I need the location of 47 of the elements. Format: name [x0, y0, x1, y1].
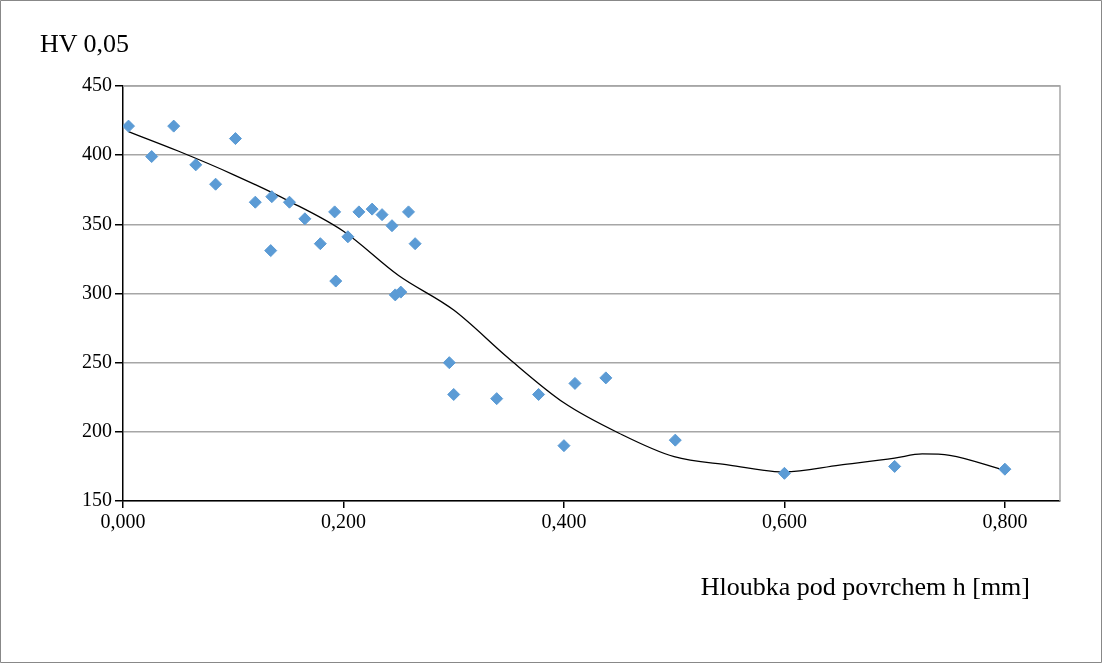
point	[145, 150, 159, 164]
point	[557, 439, 571, 453]
x-tick-label: 0,200	[320, 510, 366, 533]
point	[777, 466, 791, 480]
point	[568, 376, 582, 390]
point	[328, 205, 342, 219]
point	[385, 219, 399, 233]
y-tick-label: 150	[82, 488, 112, 511]
point	[490, 392, 504, 406]
point	[209, 177, 223, 191]
x-tick-label: 0,000	[100, 510, 146, 533]
point	[282, 195, 296, 209]
point	[248, 195, 262, 209]
point	[189, 158, 203, 172]
point	[228, 132, 242, 146]
y-tick-label: 450	[82, 73, 112, 96]
point	[599, 371, 613, 385]
y-tick-label: 350	[82, 211, 112, 234]
y-tick-label: 300	[82, 280, 112, 303]
x-tick-label: 0,600	[761, 510, 807, 533]
point	[668, 433, 682, 447]
point	[313, 237, 327, 251]
y-axis-title: HV 0,05	[40, 29, 130, 58]
point	[408, 237, 422, 251]
y-tick-label: 400	[82, 142, 112, 165]
point	[264, 244, 278, 258]
point	[532, 387, 546, 401]
point	[298, 212, 312, 226]
point	[442, 356, 456, 370]
y-tick-label: 200	[82, 419, 112, 442]
point	[402, 205, 416, 219]
point	[365, 202, 379, 216]
x-tick-label: 0,400	[541, 510, 587, 533]
point	[341, 230, 355, 244]
point	[265, 190, 279, 204]
point	[888, 459, 902, 473]
point	[375, 208, 389, 222]
point	[447, 387, 461, 401]
point	[998, 462, 1012, 476]
x-axis-title: Hloubka pod povrchem h [mm]	[700, 572, 1030, 601]
point	[123, 119, 136, 133]
point	[394, 285, 408, 299]
point	[352, 205, 366, 219]
y-tick-label: 250	[82, 349, 112, 372]
point	[329, 274, 343, 288]
point	[167, 119, 181, 133]
x-tick-label: 0,800	[982, 510, 1028, 533]
